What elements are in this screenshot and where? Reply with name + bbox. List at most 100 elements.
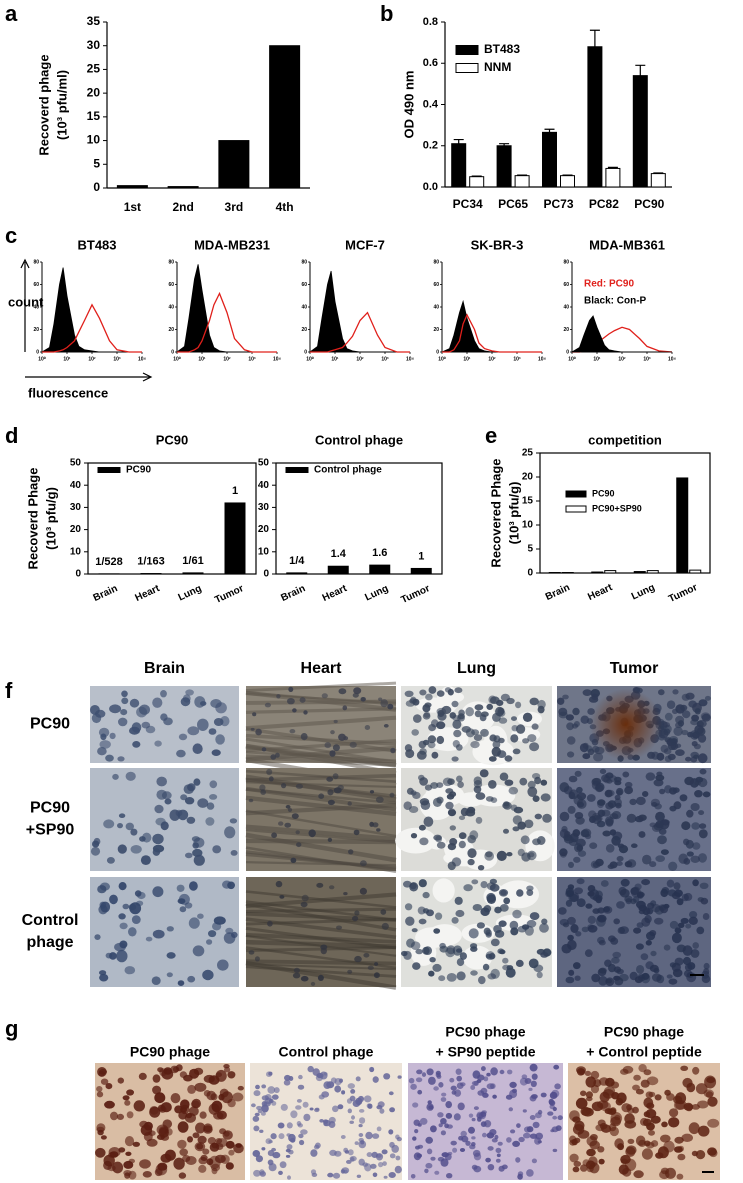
- cell-nucleus: [259, 1171, 266, 1177]
- tissue-streak: [245, 824, 397, 842]
- y-tick-label: 20: [87, 85, 101, 99]
- cell-nucleus: [605, 772, 614, 779]
- cell-nucleus: [423, 946, 433, 955]
- cell-nucleus: [233, 1143, 244, 1154]
- cell-nucleus: [431, 719, 439, 728]
- bar-annotation: 1/4: [289, 555, 305, 567]
- cell-nucleus: [522, 738, 530, 744]
- cell-nucleus: [636, 965, 645, 974]
- cell-nucleus: [422, 908, 430, 914]
- cell-nucleus: [446, 1173, 453, 1179]
- cell-nucleus: [582, 753, 591, 760]
- cell-nucleus: [507, 1069, 513, 1075]
- tissue-streak: [245, 932, 397, 944]
- cell-nucleus: [338, 688, 347, 695]
- cell-nucleus: [527, 786, 538, 797]
- cell-nucleus: [478, 976, 486, 985]
- cell-nucleus: [378, 1162, 384, 1168]
- tissue-streak: [245, 743, 397, 768]
- cell-nucleus: [512, 1140, 520, 1147]
- cell-nucleus: [458, 840, 466, 849]
- cell-nucleus: [496, 1153, 501, 1158]
- error-bar: [607, 166, 618, 169]
- cell-nucleus: [457, 715, 465, 722]
- cell-nucleus: [688, 1122, 700, 1135]
- y-tick-label: 0: [263, 569, 269, 580]
- cell-nucleus: [651, 973, 662, 982]
- cell-nucleus: [590, 1084, 600, 1094]
- cell-nucleus: [614, 798, 622, 807]
- cell-nucleus: [396, 1137, 402, 1142]
- cell-nucleus: [177, 980, 185, 986]
- cell-nucleus: [466, 806, 476, 814]
- cell-nucleus: [668, 978, 678, 985]
- cell-nucleus: [176, 884, 185, 892]
- cell-nucleus: [499, 1069, 505, 1075]
- cell-nucleus: [662, 722, 671, 728]
- cell-nucleus: [109, 704, 122, 714]
- cell-nucleus: [358, 1133, 364, 1137]
- x-tick-label: 10¹: [593, 356, 601, 362]
- cell-nucleus: [568, 775, 578, 783]
- cell-nucleus: [482, 1132, 487, 1138]
- cell-nucleus: [401, 950, 408, 957]
- cell-nucleus: [372, 1172, 378, 1178]
- y-tick-label: 40: [168, 304, 174, 310]
- cell-nucleus: [114, 942, 126, 952]
- cell-nucleus: [451, 857, 462, 867]
- cell-nucleus: [506, 852, 513, 857]
- cell-nucleus: [252, 1150, 261, 1157]
- cell-nucleus: [298, 1074, 303, 1080]
- bar: [632, 75, 648, 188]
- chart-title: PC90: [156, 432, 189, 447]
- cell-nucleus: [566, 722, 574, 731]
- cell-nucleus: [472, 1070, 481, 1079]
- x-tick-label: PC73: [543, 197, 573, 211]
- cell-nucleus: [155, 817, 166, 826]
- cell-nucleus: [597, 1146, 605, 1153]
- cell-nucleus: [512, 826, 520, 832]
- cell-nucleus: [95, 1147, 106, 1158]
- column-header: PC90 phage: [604, 1024, 684, 1040]
- cell-nucleus: [212, 845, 222, 854]
- x-tick-label: 3rd: [225, 200, 244, 214]
- cell-nucleus: [119, 922, 128, 930]
- cell-nucleus: [614, 776, 622, 783]
- cell-nucleus: [573, 962, 581, 970]
- cell-nucleus: [260, 789, 267, 795]
- cell-nucleus: [197, 718, 209, 731]
- cell-nucleus: [611, 957, 620, 964]
- cell-nucleus: [152, 833, 164, 845]
- cell-nucleus: [655, 811, 665, 822]
- cell-nucleus: [504, 755, 513, 762]
- cell-nucleus: [565, 714, 575, 721]
- cell-nucleus: [425, 1136, 434, 1144]
- cell-nucleus: [517, 925, 527, 933]
- cell-nucleus: [303, 1113, 311, 1122]
- cell-nucleus: [441, 705, 452, 715]
- cell-nucleus: [646, 1122, 655, 1131]
- cell-nucleus: [440, 1118, 447, 1125]
- bar-annotation: 1/528: [95, 556, 123, 568]
- y-tick-label: 25: [87, 62, 101, 76]
- cell-nucleus: [681, 729, 689, 736]
- cell-nucleus: [584, 1070, 592, 1076]
- x-tick-label: 10⁴: [538, 356, 547, 362]
- cell-nucleus: [177, 1121, 189, 1133]
- cell-nucleus: [382, 1161, 387, 1166]
- y-tick-label: 0: [566, 349, 569, 355]
- cell-nucleus: [456, 948, 463, 953]
- cell-nucleus: [669, 962, 677, 968]
- cell-nucleus: [251, 1103, 256, 1108]
- legend-swatch: [285, 467, 309, 473]
- cell-nucleus: [665, 1167, 676, 1179]
- cell-nucleus: [131, 915, 141, 924]
- cell-nucleus: [470, 970, 478, 976]
- cell-nucleus: [492, 740, 501, 749]
- cell-nucleus: [674, 927, 682, 934]
- cell-nucleus: [626, 1145, 637, 1155]
- cell-nucleus: [436, 841, 446, 849]
- cell-nucleus: [154, 740, 162, 747]
- cell-nucleus: [626, 813, 637, 823]
- cell-nucleus: [436, 735, 445, 745]
